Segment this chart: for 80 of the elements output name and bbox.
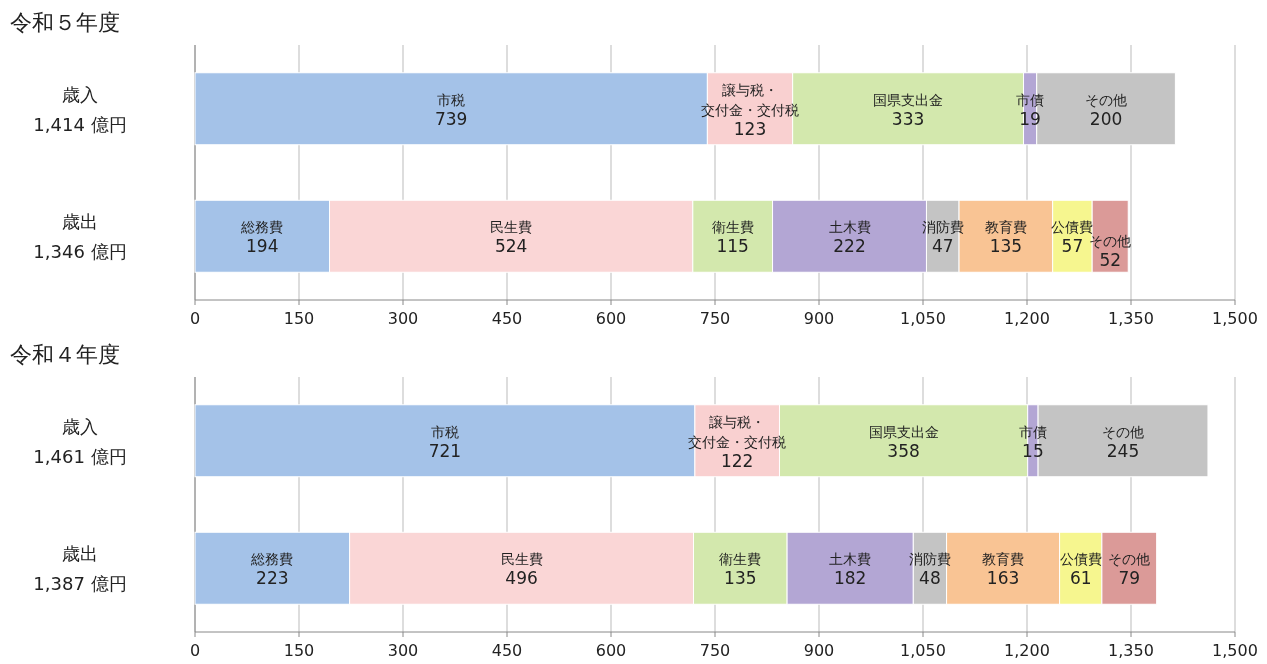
data-label: 52 [1099,250,1122,271]
x-tick-label: 900 [803,309,835,328]
series-label: 総務費 [240,219,284,236]
x-tick-label: 1,350 [1108,641,1154,660]
series-label: その他 [1089,233,1132,250]
x-tick-label: 1,500 [1212,641,1258,660]
series-label: 教育費 [984,219,1027,236]
series-label: その他 [1102,423,1145,440]
x-tick-label: 1,050 [900,309,946,328]
y-tick-label: 歳出 1,346 億円 [33,211,127,263]
data-label: 122 [720,450,754,471]
x-tick-label: 1,500 [1212,309,1258,328]
data-label: 19 [1019,108,1041,129]
series-label: 譲与税・交付金・交付税 [688,413,787,450]
data-label: 123 [733,118,767,139]
x-tick-label: 300 [387,309,419,328]
x-tick-label: 750 [699,641,731,660]
series-label: 総務費 [250,551,294,568]
data-label: 222 [833,236,866,257]
x-tick-label: 1,350 [1108,309,1154,328]
data-label: 135 [724,568,757,589]
series-label: その他 [1108,551,1151,568]
series-label: 土木費 [828,219,871,236]
x-tick-label: 150 [283,641,315,660]
series-label: 国県支出金 [868,423,939,440]
data-label: 194 [246,236,279,257]
data-label: 163 [986,568,1020,589]
series-label: 民生費 [490,219,533,236]
series-label: 譲与税・交付金・交付税 [701,81,800,118]
data-label: 79 [1118,568,1141,589]
x-tick-label: 450 [491,309,523,328]
series-label: 土木費 [829,551,872,568]
series-label: 消防費 [908,551,951,568]
series-label: 市税 [437,91,466,108]
data-label: 15 [1022,440,1044,461]
series-label: 公債費 [1059,551,1102,568]
data-label: 721 [428,440,462,461]
data-label: 358 [887,440,920,461]
data-label: 182 [833,568,867,589]
data-label: 223 [256,568,289,589]
series-label: 衛生費 [711,219,754,236]
data-label: 739 [434,108,468,129]
data-label: 57 [1061,236,1084,257]
series-label: 衛生費 [719,551,762,568]
x-tick-label: 1,200 [1004,309,1050,328]
data-label: 200 [1089,108,1123,129]
series-label: 市債 [1016,91,1045,108]
x-tick-label: 750 [699,309,731,328]
y-tick-label: 歳出 1,387 億円 [33,543,127,595]
series-label: 市債 [1018,423,1047,440]
data-label: 496 [505,568,538,589]
series-label: 教育費 [982,551,1025,568]
x-tick-label: 0 [189,641,201,660]
x-tick-label: 900 [803,641,835,660]
x-tick-label: 450 [491,641,523,660]
chart-title: 令和５年度 [10,10,120,35]
series-label: 公債費 [1051,219,1094,236]
x-tick-label: 300 [387,641,419,660]
series-label: 市税 [430,423,459,440]
x-tick-label: 600 [595,641,627,660]
y-tick-label: 歳入 1,461 億円 [33,415,127,467]
series-label: 民生費 [500,551,543,568]
series-label: 国県支出金 [873,91,944,108]
data-label: 115 [716,236,749,257]
y-tick-label: 歳入 1,414 億円 [33,83,127,135]
x-tick-label: 1,050 [900,641,946,660]
data-label: 48 [919,568,941,589]
series-label: 消防費 [921,219,964,236]
data-label: 333 [891,108,925,129]
x-tick-label: 0 [189,309,201,328]
chart-title: 令和４年度 [10,342,120,367]
series-label: その他 [1085,91,1128,108]
data-label: 47 [931,236,954,257]
data-label: 61 [1069,568,1092,589]
x-tick-label: 150 [283,309,315,328]
data-label: 524 [494,236,528,257]
data-label: 245 [1106,440,1140,461]
x-tick-label: 600 [595,309,627,328]
data-label: 135 [989,236,1023,257]
x-tick-label: 1,200 [1004,641,1050,660]
